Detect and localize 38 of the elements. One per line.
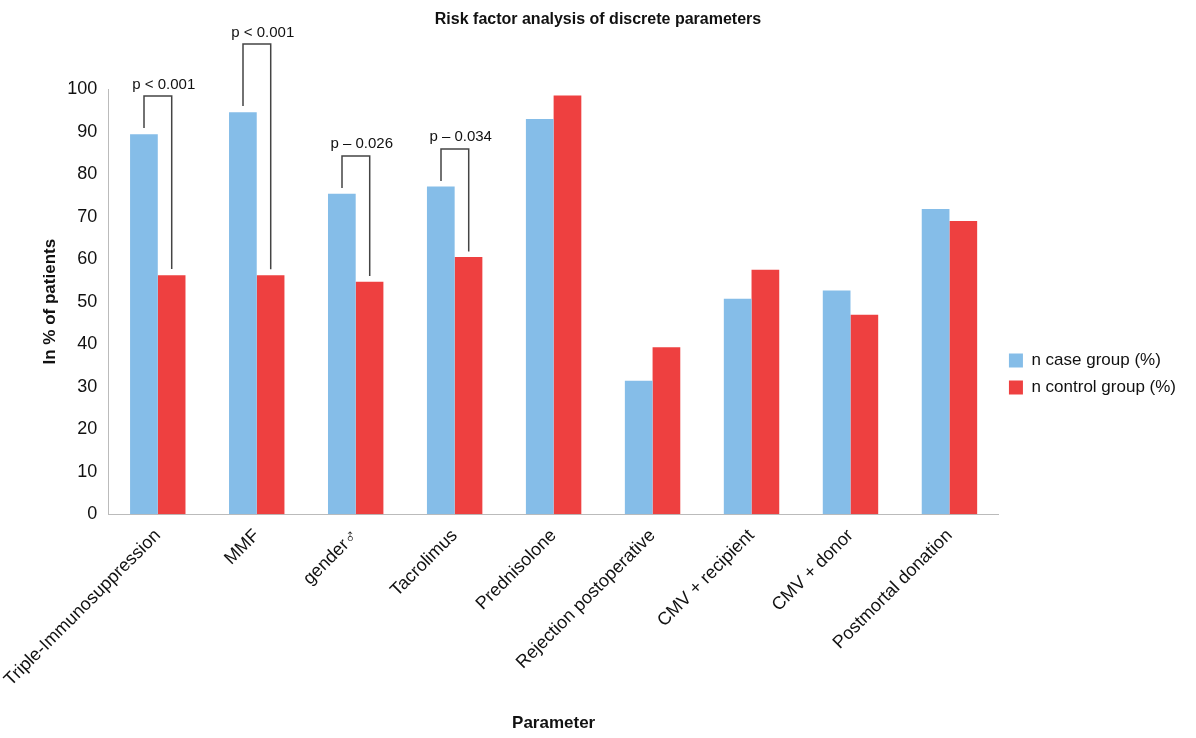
bar <box>949 220 978 515</box>
bar <box>850 314 879 515</box>
bar <box>256 275 285 515</box>
text: p < 0.001 <box>231 22 295 40</box>
y-tick-label: 20 <box>77 418 98 439</box>
bar <box>525 118 554 515</box>
bar <box>652 347 681 515</box>
y-tick-label: 100 <box>67 78 98 99</box>
bar <box>327 193 356 515</box>
bar <box>355 281 384 515</box>
bar <box>822 290 851 515</box>
x-axis-title: Parameter <box>512 713 596 733</box>
bar <box>229 112 257 515</box>
bar <box>157 275 186 515</box>
bar <box>624 380 653 515</box>
bar <box>553 95 582 515</box>
bar <box>921 209 950 515</box>
bar <box>426 186 455 515</box>
chart-title: Risk factor analysis of discrete parameters <box>434 10 762 28</box>
annotation: p – 0.026 <box>330 134 393 152</box>
y-tick-label: 60 <box>77 248 98 269</box>
legend-label: n case group (%) <box>1031 350 1161 370</box>
y-tick-label: 10 <box>77 460 98 481</box>
y-tick-label: 70 <box>77 205 98 226</box>
y-tick-label: 90 <box>77 120 98 141</box>
y-axis-title: In % of patients <box>39 238 59 365</box>
bar <box>454 257 483 515</box>
bar <box>723 298 752 515</box>
bar <box>751 269 780 515</box>
legend-label: n control group (%) <box>1031 377 1177 397</box>
y-tick-label: 50 <box>77 290 98 311</box>
y-tick-label: 40 <box>77 333 98 354</box>
annotation: p < 0.001 <box>132 74 196 92</box>
y-tick-label: 0 <box>87 503 98 524</box>
y-tick-label: 30 <box>77 375 98 396</box>
y-tick-label: 80 <box>77 163 98 184</box>
annotation: p – 0.034 <box>429 127 492 145</box>
bar <box>130 134 158 515</box>
